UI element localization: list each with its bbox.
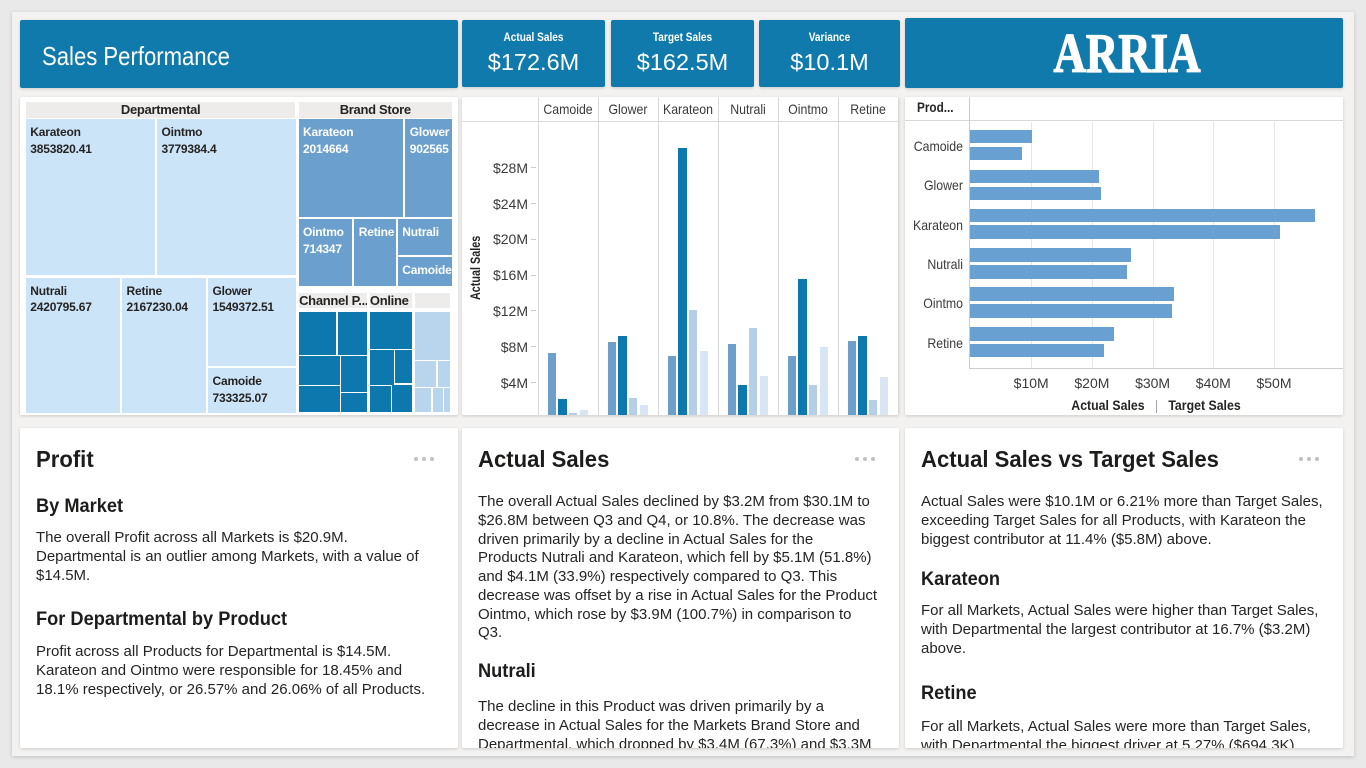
- svg-text:ARRIA: ARRIA: [1054, 23, 1201, 85]
